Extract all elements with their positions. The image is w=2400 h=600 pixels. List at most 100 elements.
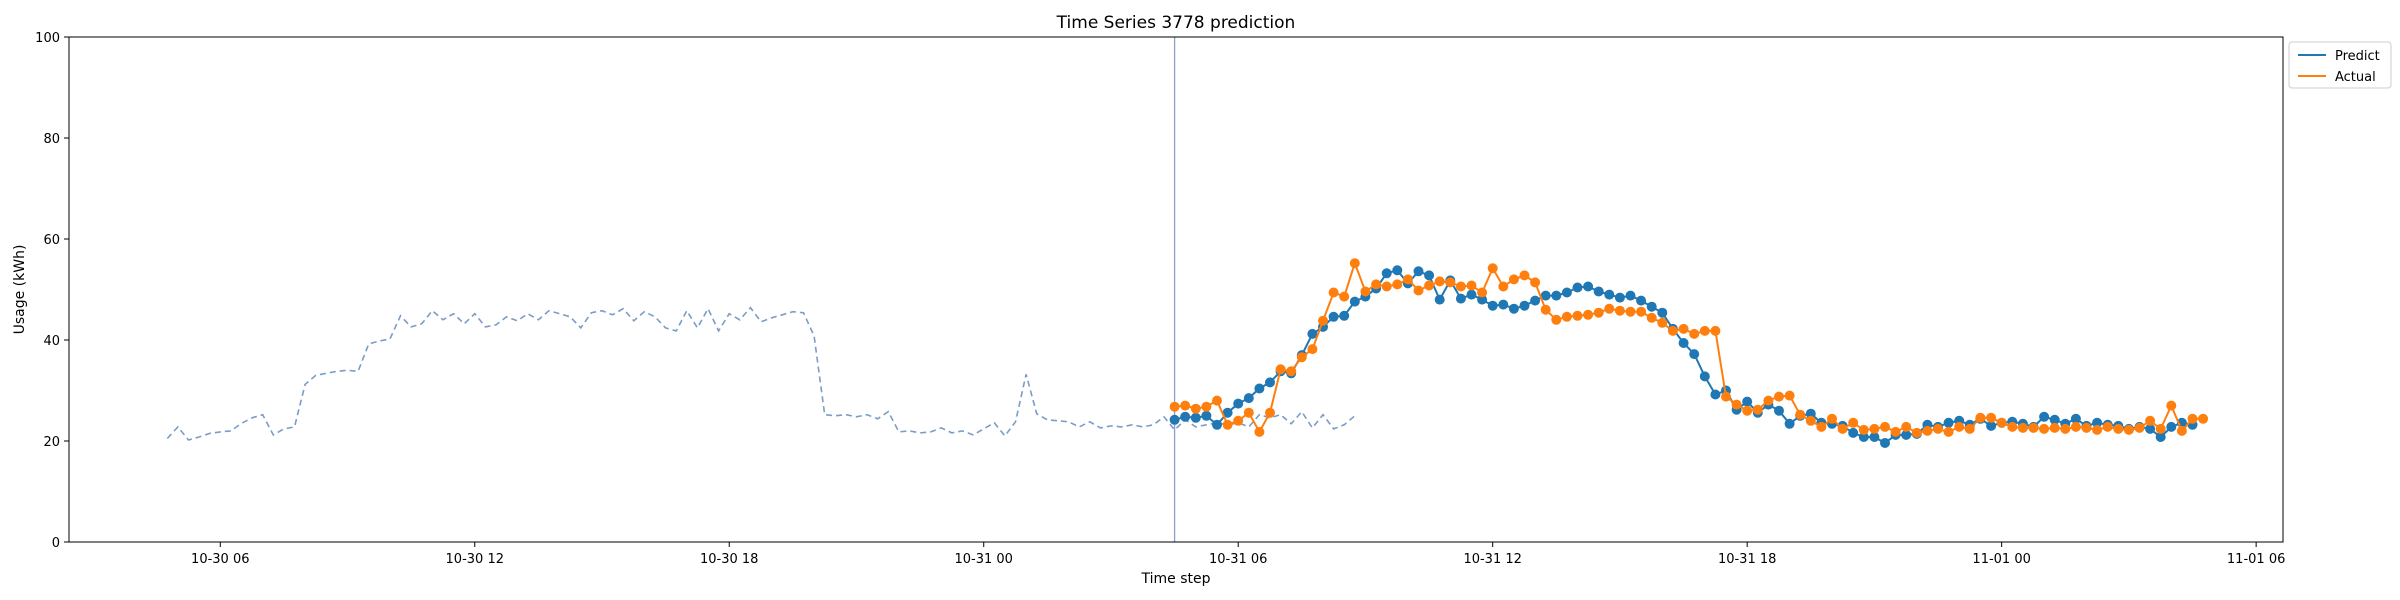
actual-point xyxy=(1805,415,1816,426)
actual-point xyxy=(2134,422,2145,433)
actual-point xyxy=(1848,417,1859,428)
actual-point xyxy=(1636,306,1647,317)
predict-point xyxy=(1530,295,1541,306)
actual-point xyxy=(1986,412,1997,423)
actual-point xyxy=(1392,279,1403,290)
actual-point xyxy=(1243,407,1254,418)
actual-point xyxy=(1201,401,1212,412)
chart-title: Time Series 3778 prediction xyxy=(1056,13,1296,33)
actual-point xyxy=(1996,417,2007,428)
actual-point xyxy=(1922,425,1933,436)
predict-point xyxy=(1646,301,1657,312)
predict-point xyxy=(1233,398,1244,409)
x-tick-label: 10-30 12 xyxy=(446,552,504,567)
predict-point xyxy=(1561,287,1572,298)
actual-point xyxy=(1763,395,1774,406)
y-tick-label: 60 xyxy=(43,233,60,248)
actual-point xyxy=(1646,312,1657,323)
actual-point xyxy=(1508,274,1519,285)
predict-point xyxy=(1254,383,1265,394)
actual-point xyxy=(1275,364,1286,375)
predict-point xyxy=(1190,412,1201,423)
predict-point xyxy=(1869,432,1880,442)
y-tick-label: 20 xyxy=(43,435,60,450)
actual-point xyxy=(1742,405,1753,416)
actual-point xyxy=(2017,422,2028,433)
predict-point xyxy=(1805,408,1816,419)
predict-point xyxy=(2145,423,2156,434)
actual-point xyxy=(1583,309,1594,320)
actual-point xyxy=(1328,287,1339,298)
actual-point xyxy=(1413,285,1424,296)
predict-point xyxy=(1742,396,1753,407)
actual-point xyxy=(2123,424,2134,435)
predict-point xyxy=(1434,294,1445,305)
predict-point xyxy=(1614,292,1625,303)
predict-point xyxy=(1699,371,1710,382)
actual-point xyxy=(2092,424,2103,435)
actual-point xyxy=(1614,305,1625,316)
actual-point xyxy=(1222,419,1233,430)
predict-point xyxy=(1943,417,1954,428)
actual-point xyxy=(1551,314,1562,325)
actual-point xyxy=(2060,423,2071,434)
actual-point xyxy=(1265,407,1275,418)
predict-point xyxy=(1880,438,1890,448)
predict-point xyxy=(1604,289,1615,300)
plot-frame xyxy=(68,36,2284,543)
actual-point xyxy=(2102,421,2113,432)
actual-point xyxy=(1561,311,1572,322)
actual-point xyxy=(1190,403,1201,414)
actual-point xyxy=(2007,421,2018,432)
actual-point xyxy=(1169,401,1180,412)
y-tick-label: 40 xyxy=(43,334,60,349)
predict-point xyxy=(1455,293,1466,304)
actual-point xyxy=(2081,422,2092,433)
actual-point xyxy=(1360,286,1371,297)
actual-point xyxy=(1933,423,1943,434)
actual-point xyxy=(1434,276,1445,287)
y-tick-label: 0 xyxy=(52,536,60,551)
actual-point xyxy=(1296,352,1307,363)
predict-point xyxy=(1222,407,1233,418)
actual-point xyxy=(2070,421,2081,432)
predict-point xyxy=(1169,414,1180,425)
predict-point xyxy=(1243,393,1254,404)
x-tick-label: 11-01 00 xyxy=(1972,552,2030,567)
x-tick-label: 10-31 18 xyxy=(1718,552,1776,567)
y-axis-label: Usage (kWh) xyxy=(12,245,28,335)
predict-point xyxy=(1540,290,1551,301)
predict-point xyxy=(1858,432,1869,442)
actual-point xyxy=(1774,391,1784,402)
x-tick-label: 10-30 06 xyxy=(191,552,249,567)
actual-point xyxy=(1180,400,1191,411)
actual-point xyxy=(1678,323,1689,334)
actual-point xyxy=(1964,423,1975,434)
actual-point xyxy=(1593,307,1604,318)
actual-point xyxy=(1943,426,1954,437)
actual-point xyxy=(1540,304,1551,315)
predict-point xyxy=(1424,270,1435,281)
actual-point xyxy=(1466,280,1477,291)
actual-point xyxy=(1689,328,1700,339)
predict-point xyxy=(1498,299,1509,310)
history-series xyxy=(166,306,1356,441)
actual-point xyxy=(1519,270,1530,281)
actual-point xyxy=(2187,413,2198,424)
predict-point xyxy=(2049,414,2060,425)
actual-point xyxy=(1477,287,1488,298)
predict-point xyxy=(1413,266,1424,277)
predict-point xyxy=(1678,338,1689,348)
actual-point xyxy=(1424,280,1435,291)
x-tick-label: 10-30 18 xyxy=(700,552,758,567)
actual-point xyxy=(1402,274,1413,285)
predict-point xyxy=(1381,268,1392,279)
actual-point xyxy=(1381,281,1392,292)
actual-point xyxy=(1975,412,1986,423)
predict-point xyxy=(1551,290,1562,301)
x-axis-label: Time step xyxy=(1141,571,1211,587)
actual-point xyxy=(1858,424,1869,435)
predict-point xyxy=(1583,281,1594,292)
history-line xyxy=(166,306,1356,441)
actual-point xyxy=(2166,400,2177,411)
